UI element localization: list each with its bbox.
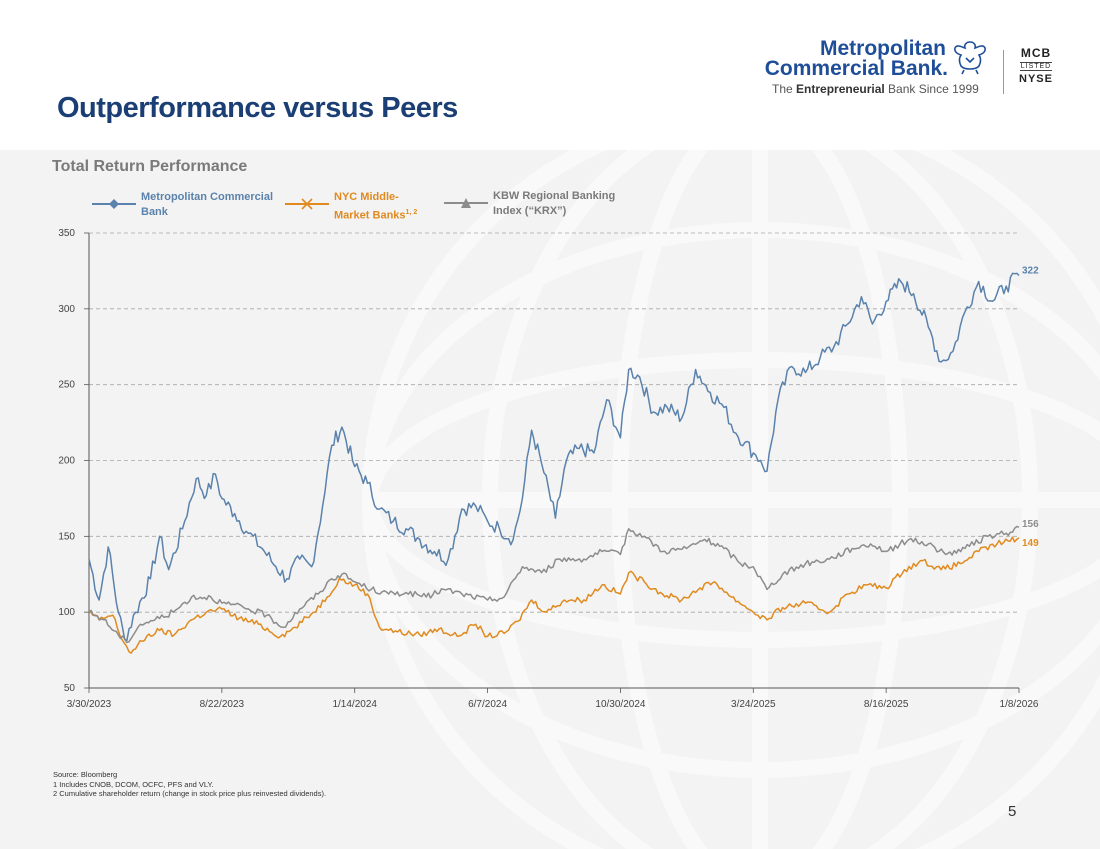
eagle-icon [954, 41, 986, 75]
ticker-exchange: NYSE [1019, 73, 1053, 85]
x-tick-label: 10/30/2024 [595, 699, 645, 710]
y-tick-label: 300 [58, 304, 75, 315]
page-title: Outperformance versus Peers [57, 92, 458, 124]
bank-logo: Metropolitan Commercial Bank. The Entrep… [760, 36, 1060, 106]
legend-label-mcb: Metropolitan Commercial Bank [141, 191, 274, 218]
logo-name-line1: Metropolitan [820, 37, 946, 60]
end-value-label: 322 [1022, 265, 1039, 276]
ticker-symbol: MCB [1020, 46, 1052, 60]
exchange-badge: MCB LISTED NYSE [1018, 46, 1054, 85]
x-tick-label: 6/7/2024 [468, 699, 507, 710]
y-tick-label: 50 [64, 683, 76, 694]
logo-tagline: The Entrepreneurial Bank Since 1999 [772, 82, 979, 96]
logo-name-line2: Commercial Bank. [764, 57, 948, 80]
page-number: 5 [1008, 803, 1017, 820]
y-tick-label: 100 [58, 607, 75, 618]
x-tick-label: 8/16/2025 [864, 699, 909, 710]
header-band [0, 0, 1100, 150]
y-tick-label: 200 [58, 456, 75, 467]
legend-marker-x-icon [285, 198, 329, 210]
chart-title: Total Return Performance [52, 158, 248, 175]
legend-marker-diamond-icon [92, 199, 136, 209]
footnote-source: Source: Bloomberg [53, 770, 118, 779]
footnote-2: 2 Cumulative shareholder return (change … [53, 789, 327, 798]
end-value-label: 156 [1022, 519, 1039, 530]
ticker-listed: LISTED [1020, 62, 1052, 71]
y-tick-label: 350 [58, 228, 75, 239]
legend-marker-triangle-icon [444, 198, 488, 208]
x-tick-label: 1/8/2026 [1000, 699, 1039, 710]
x-tick-label: 3/24/2025 [731, 699, 776, 710]
legend-label-krx: KBW Regional Banking Index (“KRX”) [493, 190, 616, 217]
legend-label-nyc: NYC Middle-Market Banks1, 2 [334, 191, 418, 222]
series-line-nyc [88, 536, 1020, 654]
logo-divider [1003, 50, 1004, 94]
x-tick-label: 3/30/2023 [67, 699, 112, 710]
end-value-label: 149 [1022, 538, 1039, 549]
footnote-1: 1 Includes CNOB, DCOM, OCFC, PFS and VLY… [53, 779, 214, 789]
y-tick-label: 250 [58, 380, 75, 391]
series-line-krx [88, 525, 1020, 644]
footnotes: Source: Bloomberg 1 Includes CNOB, DCOM,… [53, 770, 326, 799]
x-tick-label: 8/22/2023 [200, 699, 245, 710]
series-line-mcb [88, 272, 1020, 642]
x-tick-label: 1/14/2024 [332, 699, 377, 710]
y-tick-label: 150 [58, 531, 75, 542]
